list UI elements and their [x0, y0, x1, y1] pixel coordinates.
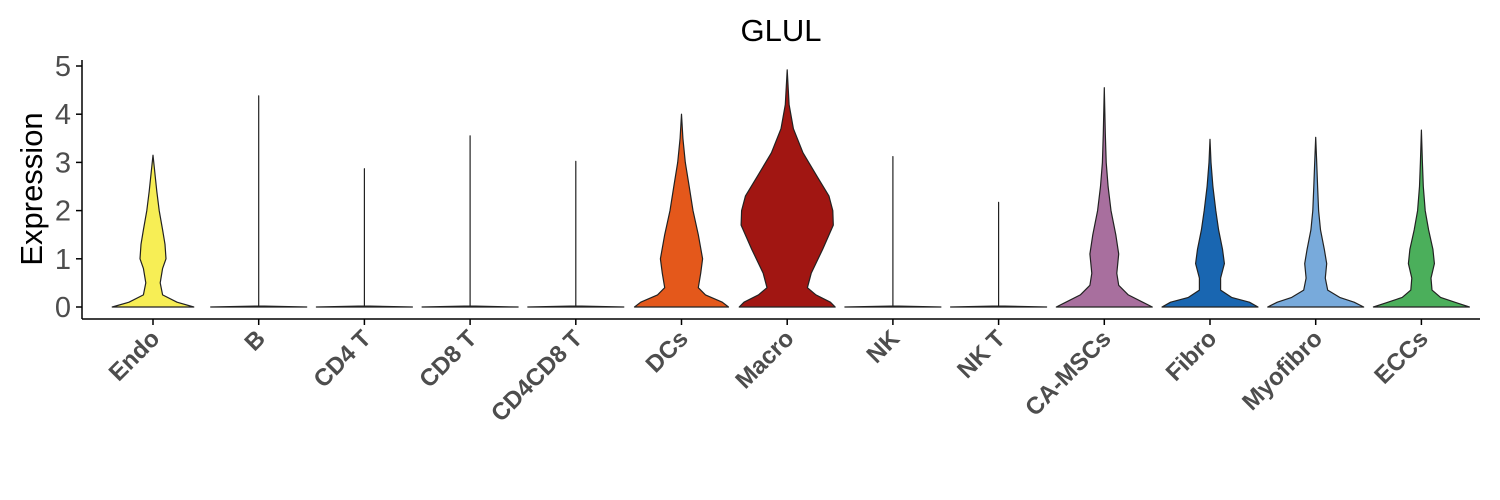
x-tick-label: Macro [730, 325, 799, 394]
x-tick-label: CD8 T [414, 325, 482, 393]
y-tick-label: 5 [55, 51, 71, 83]
violin-eccs [1372, 129, 1470, 308]
x-tick-label: DCs [641, 325, 694, 378]
chart-title: GLUL [741, 13, 822, 48]
y-tick-label: 3 [55, 147, 71, 179]
violin-macro [738, 69, 836, 308]
x-axis: Endo B CD4 T CD8 T CD4CD8 T DCs Macro NK NK T CA-… [104, 319, 1434, 427]
violin-nk [844, 156, 942, 308]
violin-endo [111, 154, 195, 308]
violin-nk-t [950, 201, 1048, 308]
violin-cd8-t [421, 135, 519, 308]
violin-ca-mscs [1055, 87, 1153, 308]
x-tick-label: B [240, 325, 271, 356]
violin-cd4cd8-t [527, 160, 625, 308]
x-tick-label: ECCs [1369, 325, 1433, 389]
violin-fibro [1161, 138, 1259, 308]
x-tick-label: CD4CD8 T [486, 325, 588, 427]
x-tick-label: Fibro [1161, 325, 1223, 387]
y-tick-label: 2 [55, 196, 71, 228]
violin-cd4-t [315, 168, 413, 308]
y-tick-label: 4 [55, 99, 71, 131]
y-tick-label: 0 [55, 292, 71, 324]
x-tick-label: NK [862, 325, 906, 369]
violin-dcs [633, 113, 730, 308]
x-tick-label: Endo [104, 325, 166, 387]
y-tick-label: 1 [55, 244, 71, 276]
x-tick-label: Myofibro [1237, 325, 1328, 416]
y-axis: 0 1 2 3 4 5 [55, 51, 82, 324]
violin-myofibro [1267, 136, 1365, 308]
x-tick-label: CA-MSCs [1020, 325, 1116, 421]
x-tick-label: NK T [952, 325, 1011, 384]
plot-area [111, 69, 1470, 308]
x-tick-label: CD4 T [309, 325, 377, 393]
violin-b [210, 95, 308, 308]
y-axis-label: Expression [14, 112, 49, 265]
